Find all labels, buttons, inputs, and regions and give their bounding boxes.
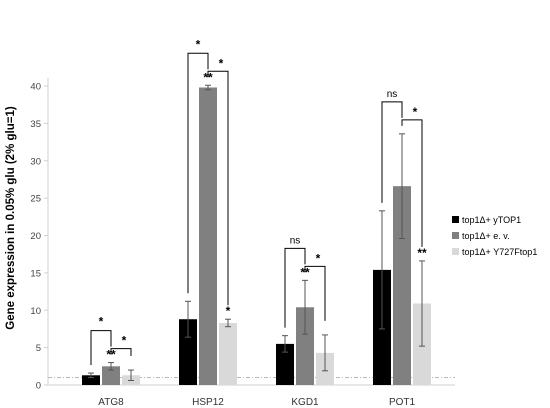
- legend-swatch-3: [452, 248, 459, 255]
- legend-entry-3: top1Δ+ Y727Ftop1: [462, 247, 537, 257]
- y-tick-label: 30: [30, 156, 41, 167]
- axes: 0 5 10 15 20 25 30 35 40: [30, 78, 455, 392]
- y-tick-label: 10: [30, 306, 41, 317]
- y-tick-label: 5: [36, 343, 41, 354]
- bar-atg8-series-1: [82, 375, 100, 385]
- x-tick-label: KGD1: [291, 397, 319, 408]
- y-tick-label: 0: [36, 381, 41, 392]
- bracket-evs-vs-y727f: [401, 119, 423, 247]
- bracket-ytop1-vs-ev: [90, 330, 112, 366]
- legend-swatch-2: [452, 232, 459, 239]
- legend-swatch-1: [452, 216, 459, 223]
- legend-entry-2: top1Δ+ e. v.: [462, 231, 510, 241]
- bar-hsp12-series-3: [219, 322, 237, 385]
- bracket-ytop1-vs-ev: [284, 247, 306, 328]
- significance-annotations: ************ns***ns: [90, 37, 427, 366]
- y-tick-label: 20: [30, 231, 41, 242]
- bars: ATG8 HSP12 KGD1 POT1: [82, 84, 431, 408]
- y-tick-label: 40: [30, 82, 41, 93]
- bracket-evs-vs-y727f: [304, 265, 326, 321]
- bracket-label: *: [99, 315, 104, 329]
- y-axis-label: Gene expression in 0.05% glu (2% glu=1): [5, 106, 17, 330]
- bracket-evs-vs-y727f: [110, 348, 132, 357]
- x-tick-label: POT1: [389, 397, 416, 408]
- bracket-label: *: [316, 251, 321, 265]
- legend: top1Δ+ yTOP1 top1Δ+ e. v. top1Δ+ Y727Ftop1: [452, 215, 537, 257]
- bar-significance-label: *: [226, 304, 231, 318]
- bracket-label: *: [122, 334, 127, 348]
- x-tick-label: HSP12: [192, 397, 224, 408]
- bracket-ytop1-vs-ev: [381, 101, 403, 203]
- bracket-ytop1-vs-ev: [187, 52, 209, 294]
- bar-hsp12-series-1: [179, 319, 197, 385]
- bracket-label: *: [196, 37, 201, 51]
- bracket-label: *: [219, 56, 224, 70]
- bar-kgd1-series-1: [276, 343, 294, 385]
- bracket-evs-vs-y727f: [207, 70, 229, 306]
- legend-entry-1: top1Δ+ yTOP1: [462, 215, 521, 225]
- x-tick-label: ATG8: [98, 397, 124, 408]
- bracket-label: ns: [387, 89, 398, 100]
- bar-hsp12-series-2: [199, 87, 217, 386]
- bar-pot1-series-2: [393, 186, 411, 385]
- y-tick-label: 15: [30, 268, 41, 279]
- bar-kgd1-series-2: [296, 307, 314, 385]
- bracket-label: ns: [290, 235, 301, 246]
- bracket-label: *: [413, 105, 418, 119]
- bar-atg8-series-2: [102, 366, 120, 385]
- y-axis-label-group: Gene expression in 0.05% glu (2% glu=1): [5, 106, 17, 330]
- y-tick-label: 25: [30, 194, 41, 205]
- y-tick-label: 35: [30, 119, 41, 130]
- bar-significance-label: **: [417, 246, 427, 260]
